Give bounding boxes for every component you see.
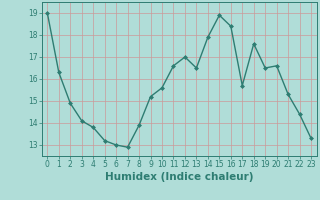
X-axis label: Humidex (Indice chaleur): Humidex (Indice chaleur): [105, 172, 253, 182]
